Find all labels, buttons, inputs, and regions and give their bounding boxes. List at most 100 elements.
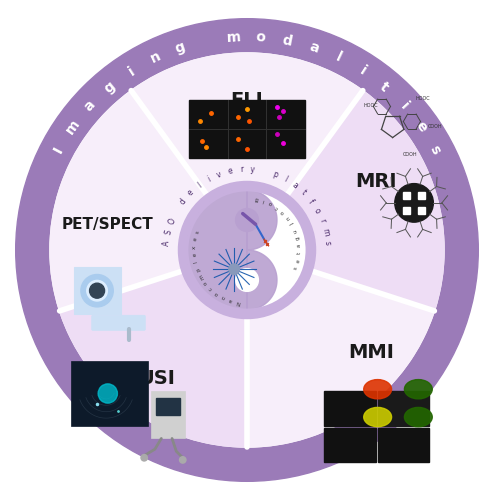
Text: c: c [275, 204, 280, 210]
Text: m: m [198, 272, 205, 280]
Circle shape [50, 53, 444, 447]
Text: g: g [101, 78, 118, 96]
Text: t: t [299, 188, 308, 197]
Text: HOOC: HOOC [415, 96, 430, 101]
Wedge shape [131, 53, 363, 250]
Text: n: n [148, 50, 163, 66]
Text: l: l [334, 50, 344, 65]
Ellipse shape [405, 380, 432, 399]
Text: l: l [196, 181, 203, 190]
Text: O: O [167, 216, 177, 226]
Text: o: o [312, 206, 322, 215]
Text: u: u [293, 228, 299, 233]
Text: s: s [293, 266, 299, 270]
Text: v: v [215, 170, 223, 179]
Wedge shape [247, 90, 444, 311]
Circle shape [236, 208, 258, 232]
Text: MRI: MRI [355, 172, 396, 191]
Bar [74, 267, 121, 314]
Text: p: p [195, 267, 201, 272]
Text: o: o [255, 30, 266, 44]
Bar [403, 206, 411, 214]
Text: e: e [186, 188, 196, 198]
Text: j: j [290, 222, 295, 226]
Text: m: m [63, 117, 83, 137]
Text: r: r [240, 166, 243, 174]
Text: f: f [306, 198, 315, 205]
Text: o: o [214, 290, 220, 296]
Bar [377, 428, 429, 462]
Circle shape [87, 280, 107, 301]
Text: N: N [236, 299, 240, 304]
Text: a: a [228, 297, 233, 302]
Ellipse shape [405, 408, 432, 426]
Text: PET/SPECT: PET/SPECT [62, 217, 154, 232]
Circle shape [187, 190, 307, 310]
Text: s: s [195, 230, 201, 234]
Text: a: a [296, 244, 302, 248]
Text: l: l [282, 175, 288, 184]
Bar [377, 392, 429, 426]
Text: e: e [412, 119, 429, 135]
Text: a: a [307, 40, 321, 56]
Bar [403, 192, 411, 199]
Text: l: l [193, 261, 199, 264]
Circle shape [178, 182, 316, 318]
Circle shape [81, 274, 113, 307]
Bar [151, 392, 185, 438]
Bar [418, 192, 425, 199]
Bar [324, 392, 375, 426]
Text: n: n [221, 294, 226, 300]
Text: s: s [427, 143, 443, 157]
Text: A: A [162, 240, 172, 246]
Text: i: i [397, 100, 411, 112]
Text: o: o [268, 200, 273, 206]
Wedge shape [60, 250, 247, 447]
Bar [324, 428, 375, 462]
Text: r: r [317, 218, 327, 224]
Text: S: S [164, 228, 174, 235]
Circle shape [141, 454, 147, 461]
Text: FLI: FLI [231, 90, 263, 110]
Text: x: x [192, 245, 197, 248]
Circle shape [395, 184, 433, 222]
Text: c: c [208, 286, 214, 291]
Text: i: i [357, 64, 368, 78]
Text: i: i [206, 175, 212, 184]
Text: e: e [227, 166, 233, 176]
Text: HOOC: HOOC [364, 102, 378, 108]
Wedge shape [247, 250, 434, 447]
Text: a: a [290, 180, 299, 190]
Wedge shape [50, 90, 247, 311]
Text: a: a [82, 98, 98, 114]
Text: p: p [271, 170, 279, 179]
Text: t: t [377, 80, 391, 94]
Text: o: o [203, 280, 209, 285]
Bar [418, 206, 425, 214]
Bar [71, 362, 149, 426]
Text: B: B [254, 196, 258, 201]
Circle shape [89, 283, 105, 298]
Bar [156, 398, 179, 415]
Text: d: d [281, 33, 293, 48]
FancyBboxPatch shape [92, 316, 145, 330]
Text: d: d [178, 196, 188, 206]
Text: y: y [250, 165, 255, 174]
Text: MMI: MMI [348, 344, 394, 362]
Ellipse shape [364, 408, 392, 426]
Text: COOH: COOH [428, 124, 443, 129]
Circle shape [229, 264, 240, 274]
Bar [189, 100, 305, 158]
Circle shape [236, 268, 258, 291]
Text: COOH: COOH [403, 152, 417, 157]
Text: o: o [280, 209, 286, 214]
Text: t: t [297, 252, 302, 254]
Text: e: e [193, 238, 199, 242]
Text: s: s [323, 240, 331, 246]
Text: g: g [173, 40, 187, 56]
Text: e: e [295, 258, 301, 262]
Text: i: i [126, 64, 137, 78]
Text: I: I [51, 144, 66, 156]
Circle shape [98, 384, 118, 403]
Text: m: m [226, 30, 241, 45]
